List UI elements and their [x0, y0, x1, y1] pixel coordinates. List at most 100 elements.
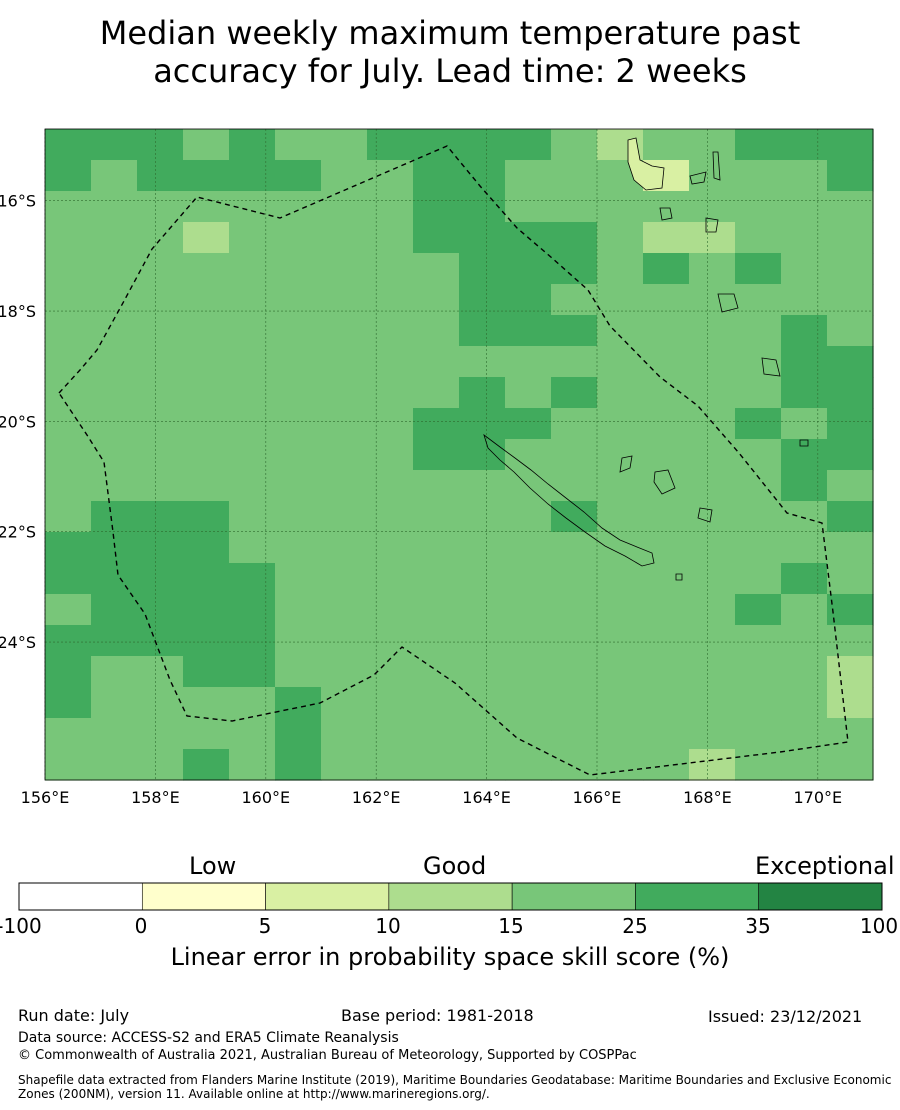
- skill-cell: [45, 346, 92, 378]
- skill-cell: [137, 315, 184, 347]
- skill-cell: [367, 594, 414, 626]
- skill-cell: [827, 253, 874, 285]
- skill-cell: [781, 501, 828, 533]
- skill-cell: [505, 160, 552, 192]
- skill-cell: [597, 656, 644, 688]
- skill-cell: [321, 315, 368, 347]
- skill-cell: [45, 253, 92, 285]
- skill-cell: [597, 284, 644, 316]
- lat-tick-label: 16°S: [0, 192, 36, 211]
- skill-cell: [91, 315, 138, 347]
- skill-cell: [229, 222, 276, 254]
- skill-cell: [781, 718, 828, 750]
- skill-cell: [45, 222, 92, 254]
- skill-cell: [367, 501, 414, 533]
- skill-cell: [643, 315, 690, 347]
- skill-cell: [689, 222, 736, 254]
- colorbar-bound-1: 0: [134, 914, 148, 938]
- skill-cell: [689, 594, 736, 626]
- lon-tick-label: 170°E: [793, 788, 842, 807]
- skill-cell: [551, 470, 598, 502]
- skill-cell: [367, 687, 414, 719]
- skill-cell: [735, 160, 782, 192]
- skill-cell: [643, 408, 690, 440]
- skill-cell: [781, 222, 828, 254]
- skill-cell: [643, 222, 690, 254]
- skill-cell: [413, 501, 460, 533]
- skill-cell: [45, 315, 92, 347]
- lon-tick-label: 166°E: [573, 788, 622, 807]
- chart-title: Median weekly maximum temperature past a…: [0, 14, 900, 90]
- skill-cell: [275, 191, 322, 223]
- skill-cell: [505, 129, 552, 161]
- skill-cell: [413, 532, 460, 564]
- colorbar-segment: [758, 882, 883, 911]
- skill-cell: [643, 687, 690, 719]
- skill-cell: [321, 346, 368, 378]
- skill-cell: [183, 439, 230, 471]
- skill-cell: [781, 160, 828, 192]
- skill-cell: [735, 191, 782, 223]
- skill-cell: [643, 284, 690, 316]
- colorbar-bound-7: 100: [859, 914, 899, 938]
- skill-cell: [413, 470, 460, 502]
- eez-boundary: [58, 145, 849, 776]
- fiji-west-islet: [761, 357, 781, 377]
- skill-cell: [413, 346, 460, 378]
- skill-cell: [689, 563, 736, 595]
- skill-cell: [91, 439, 138, 471]
- skill-cell: [781, 253, 828, 285]
- skill-cell: [321, 749, 368, 781]
- colorbar-segment: [635, 882, 760, 911]
- skill-cell: [321, 563, 368, 595]
- skill-cell: [367, 253, 414, 285]
- skill-cell: [781, 625, 828, 657]
- lon-tick-label: 158°E: [131, 788, 180, 807]
- skill-cell: [367, 408, 414, 440]
- skill-cell: [413, 594, 460, 626]
- skill-cell: [459, 253, 506, 285]
- skill-cell: [459, 346, 506, 378]
- colorbar-segment: [511, 882, 636, 911]
- skill-cell: [781, 532, 828, 564]
- skill-cell: [413, 625, 460, 657]
- skill-cell: [367, 377, 414, 409]
- lon-tick-label: 164°E: [462, 788, 511, 807]
- skill-cell: [735, 253, 782, 285]
- skill-cell: [827, 315, 874, 347]
- land-masses: [483, 137, 809, 581]
- skill-cell: [183, 346, 230, 378]
- skill-cell: [827, 501, 874, 533]
- skill-cell: [91, 687, 138, 719]
- skill-cell: [229, 749, 276, 781]
- skill-cell: [597, 253, 644, 285]
- map-frame: [44, 128, 874, 781]
- skill-cell: [413, 377, 460, 409]
- skill-cell: [781, 315, 828, 347]
- skill-cell: [275, 470, 322, 502]
- skill-cell: [505, 687, 552, 719]
- skill-cell: [413, 129, 460, 161]
- colorbar-bound-3: 10: [375, 914, 401, 938]
- skill-cell: [781, 408, 828, 440]
- skill-cell: [275, 315, 322, 347]
- run-date: Run date: July: [18, 1006, 130, 1025]
- skill-cell: [827, 377, 874, 409]
- skill-cell: [689, 718, 736, 750]
- skill-cell: [229, 160, 276, 192]
- skill-cell: [689, 625, 736, 657]
- skill-cell: [321, 129, 368, 161]
- skill-cell: [735, 718, 782, 750]
- skill-cell: [459, 656, 506, 688]
- skill-cell: [275, 129, 322, 161]
- skill-cell: [137, 253, 184, 285]
- skill-cell: [505, 749, 552, 781]
- skill-cell: [275, 222, 322, 254]
- skill-cell: [229, 408, 276, 440]
- skill-cell: [689, 315, 736, 347]
- skill-cell: [367, 532, 414, 564]
- loyalty-islet-4: [675, 573, 683, 581]
- skill-cell: [137, 191, 184, 223]
- skill-cell: [505, 718, 552, 750]
- skill-cell: [137, 284, 184, 316]
